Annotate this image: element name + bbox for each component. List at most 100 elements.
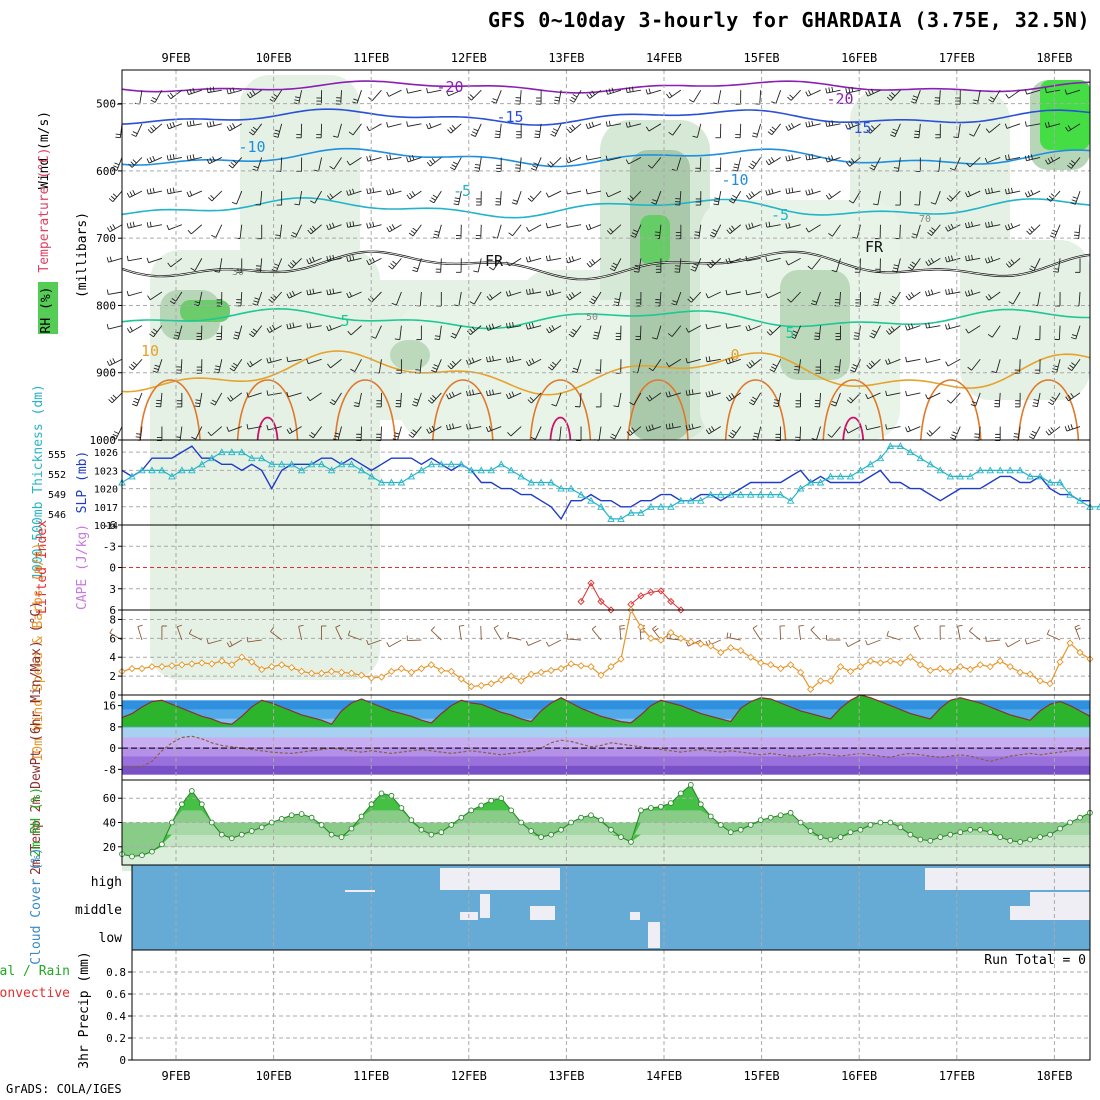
- wind-barb: [709, 261, 714, 267]
- wind-barb: [739, 123, 742, 138]
- wind-barb: [188, 89, 202, 95]
- wind-barb: [210, 426, 223, 437]
- wind-barb: [469, 301, 475, 305]
- wind-barb: [925, 394, 929, 400]
- wind-barb: [188, 190, 203, 198]
- precip-series-convective: Convective: [0, 986, 70, 1001]
- wind-barb: [326, 195, 331, 200]
- rh-point: [438, 829, 445, 836]
- wind-barb: [811, 120, 814, 126]
- wind-barb: [1078, 224, 1081, 239]
- wind-barb: [491, 101, 497, 104]
- wind-barb: [1071, 334, 1077, 337]
- wind-barb: [191, 436, 196, 440]
- wind-barb: [525, 640, 529, 646]
- thickness-point: [617, 514, 625, 522]
- wind-barb: [725, 258, 729, 264]
- wind-barb: [469, 390, 472, 396]
- wind-barb: [930, 289, 934, 295]
- wind-barb: [585, 188, 588, 194]
- wind-barb: [1067, 164, 1072, 169]
- wind-barb: [450, 166, 455, 171]
- wind-barb: [629, 195, 634, 200]
- wind-barb: [1004, 189, 1007, 195]
- wind-barb: [568, 333, 574, 338]
- wind-barb: [386, 227, 390, 233]
- wind-barb: [792, 330, 798, 334]
- wind-barb: [799, 426, 802, 441]
- wind-barb: [558, 90, 562, 105]
- wind-barb: [471, 131, 477, 135]
- rh-point: [668, 800, 674, 806]
- wind-barb: [926, 432, 931, 437]
- wind-speed-point: [457, 675, 465, 683]
- wind-barb: [430, 629, 442, 641]
- wind-barb: [590, 298, 596, 302]
- thickness-point: [327, 466, 336, 474]
- wind-barb: [386, 91, 390, 97]
- wind-speed-point: [1036, 677, 1044, 685]
- wind-barb: [925, 291, 928, 297]
- wind-speed-point: [198, 659, 206, 667]
- wind-barb: [986, 190, 1001, 195]
- wind-barb: [493, 625, 499, 629]
- wind-barb: [728, 257, 732, 263]
- wind-barb: [957, 624, 963, 627]
- wind-barb: [888, 94, 894, 99]
- wind-barb: [889, 325, 901, 335]
- wind-barb: [229, 123, 242, 132]
- date-label-top: 18FEB: [1036, 51, 1072, 65]
- rh-point: [308, 814, 315, 821]
- wind-barb: [450, 335, 456, 339]
- wind-barb: [765, 160, 770, 166]
- wind-barb: [206, 122, 209, 128]
- wind-barb: [870, 360, 876, 365]
- wind-barb: [429, 199, 435, 204]
- wind-speed-point: [367, 674, 376, 682]
- isotherm-label: -20: [436, 78, 463, 96]
- wind-barb: [967, 366, 972, 371]
- wind-barb: [1064, 89, 1068, 95]
- date-label-bottom: 10FEB: [256, 1069, 292, 1083]
- wind-barb: [386, 122, 389, 128]
- rh-point: [767, 814, 774, 821]
- thickness-point: [886, 442, 895, 450]
- wind-barb: [505, 357, 508, 363]
- rh-band: [122, 834, 1090, 857]
- temp-band: [122, 728, 1090, 738]
- wind-speed-point: [377, 673, 386, 681]
- rh-point: [997, 834, 1004, 840]
- thickness-point: [866, 460, 875, 468]
- rh-point: [787, 809, 794, 816]
- wind-barb: [129, 190, 143, 198]
- wind-barb: [1066, 89, 1081, 95]
- wind-barb: [1007, 224, 1011, 230]
- wind-barb: [195, 399, 201, 402]
- cloud-gap: [480, 894, 490, 918]
- wind-speed-point: [786, 661, 795, 669]
- wind-barb: [416, 258, 422, 272]
- wind-barb: [728, 358, 731, 364]
- rh-point: [298, 811, 305, 817]
- wind-barb: [988, 291, 1001, 301]
- wind-barb: [347, 330, 352, 336]
- wind-barb: [486, 295, 491, 301]
- wind-barb: [906, 325, 921, 331]
- wind-barb: [991, 221, 993, 227]
- wind-barb: [907, 266, 913, 271]
- wind-barb: [790, 122, 795, 128]
- wind-barb: [628, 429, 633, 434]
- wind-barb: [112, 433, 118, 437]
- wind-barb: [229, 639, 242, 648]
- wind-barb: [371, 89, 382, 101]
- wind-barb: [769, 369, 775, 373]
- wind-barb: [628, 87, 631, 93]
- wind-barb: [645, 426, 649, 432]
- wind-barb: [617, 392, 622, 407]
- wind-barb: [726, 637, 741, 641]
- wind-barb: [852, 190, 861, 204]
- wind-barb: [1027, 190, 1041, 198]
- thickness-point: [946, 472, 955, 480]
- wind-speed-point: [327, 667, 336, 676]
- rh-point: [638, 807, 644, 814]
